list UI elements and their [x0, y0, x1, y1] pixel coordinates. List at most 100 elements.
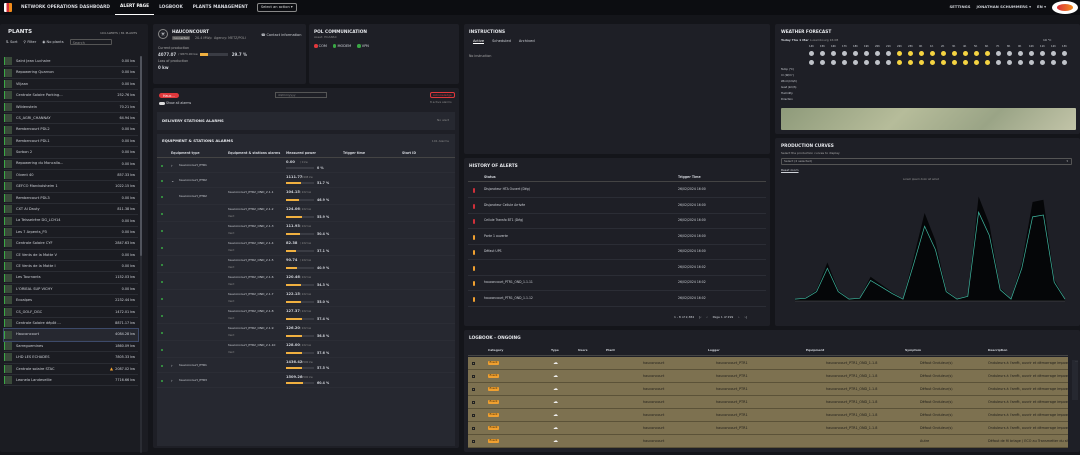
logbook-row[interactable]: Event ☁ hauconcourt hauconcourt_PTR1 hauconc…	[468, 396, 1068, 409]
plant-list-item[interactable]: Rembercourt PDL1 0.00 kw	[4, 136, 138, 148]
plant-list-item[interactable]: CE Vents de la Motte I 0.00 kw	[4, 261, 138, 273]
col-category[interactable]: Category	[488, 348, 504, 352]
logbook-row[interactable]: Event ☁ hauconcourt hauconcourt_PTR1 hauconc…	[468, 370, 1068, 383]
expand-row-icon[interactable]: ›	[171, 362, 173, 368]
no-plants-toggle[interactable]: ◉ No plants	[42, 39, 64, 44]
equipment-alarm-row[interactable]: hauconcourt_PTR2_OND_2.1.9 Vent 126.20/ 22…	[157, 324, 455, 341]
nav-tab-dashboard[interactable]: NETWORK OPERATIONS DASHBOARD	[21, 4, 110, 10]
logbook-side-tab[interactable]: ⋮	[1072, 360, 1078, 400]
production-chart[interactable]	[781, 183, 1072, 323]
col-users[interactable]: Users	[578, 348, 588, 352]
col-measured-power[interactable]: Measured power	[286, 151, 316, 155]
plant-list-item[interactable]: CS_GOLF_DGC 1472.01 kw	[4, 307, 138, 318]
plant-list-item[interactable]: Viljaan 0.00 kw	[4, 79, 138, 91]
plant-toggle-chip[interactable]: Hauc…	[159, 93, 179, 99]
col-equipment-type[interactable]: Equipment type	[171, 151, 200, 155]
col-trigger-time[interactable]: Trigger time	[343, 151, 365, 155]
col-start-id[interactable]: Start ID	[402, 151, 417, 155]
plant-list-item[interactable]: CXT Al Dauty 811.38 kw	[4, 204, 138, 216]
history-alert-row[interactable]: Défaut UPS 26/02/2024 16:00	[468, 245, 766, 260]
pager-first[interactable]: |‹	[699, 315, 702, 319]
row-checkbox[interactable]	[472, 439, 475, 443]
col-status[interactable]: Status	[484, 175, 496, 179]
date-range-input[interactable]: dd/mm/yyyy	[275, 92, 327, 98]
tab-scheduled[interactable]: Scheduled	[492, 39, 511, 43]
logbook-row[interactable]: Event ☁ hauconcourt hauconcourt_PTR1 hauconc…	[468, 383, 1068, 396]
plant-list-item[interactable]: Rembercourt PDL3 0.00 kw	[4, 193, 138, 205]
expand-row-icon[interactable]: ⌄	[171, 177, 175, 183]
plant-list-item[interactable]: CE Vents de la Motte V 0.00 kw	[4, 250, 138, 262]
plant-list-scrollbar[interactable]	[140, 56, 142, 453]
pager-last[interactable]: ›|	[744, 315, 747, 319]
plant-list-item[interactable]: Sorbon 2 0.00 kw	[4, 147, 138, 159]
expand-row-icon[interactable]: ›	[171, 377, 173, 383]
plant-list-item[interactable]: Wildenstein 70.21 kw	[4, 102, 138, 113]
history-alert-row[interactable]: Porte 1 ouverte 26/02/2024 16:00	[468, 230, 766, 245]
plant-list-item[interactable]: La Teisseirère DG_LCH14 0.00 kw	[4, 215, 138, 227]
plant-list-item[interactable]: GEFCO Marckolsheim 1 1022.15 kw	[4, 181, 138, 193]
col-description[interactable]: Description	[988, 348, 1008, 352]
row-checkbox[interactable]	[472, 374, 475, 378]
select-action-dropdown[interactable]: Select an action ▾	[256, 3, 297, 12]
row-checkbox[interactable]	[472, 413, 475, 417]
plant-list-item[interactable]: Les Tournants 1152.03 kw	[4, 272, 138, 284]
tab-archived[interactable]: Archived	[518, 39, 535, 43]
plant-list-item[interactable]: Ecoalpes 2232.44 kw	[4, 295, 138, 307]
language-selector[interactable]: EN ▾	[1036, 4, 1046, 10]
equipment-alarm-row[interactable]: hauconcourt_PTR2_OND_2.1.2 Vent 124.06/ 22…	[157, 205, 455, 222]
equipment-alarm-row[interactable]: hauconcourt_PTR2 hauconcourt_PTR2_OND_2.1…	[157, 188, 455, 205]
logbook-row[interactable]: Event ☁ hauconcourt Autre Défaut de fil brla…	[468, 435, 1068, 448]
equipment-alarm-row[interactable]: hauconcourt_PTR2_OND_2.1.3 Vent 111.93/ 22…	[157, 222, 455, 239]
contact-info-link[interactable]: ☎ Contact information	[261, 33, 302, 37]
plant-list-item[interactable]: Leonela Landevellie 7716.66 kw	[4, 375, 138, 387]
logbook-row[interactable]: Event ☁ hauconcourt hauconcourt_PTR1 hauconc…	[468, 357, 1068, 370]
settings-link[interactable]: SETTINGS	[949, 4, 971, 10]
col-equipment[interactable]: Equipment	[806, 348, 825, 352]
acknowledge-button[interactable]: Acknowledge	[430, 92, 455, 99]
plant-list-item[interactable]: LHD LES ECHADES 7805.33 kw	[4, 352, 138, 364]
plant-list-item[interactable]: Centrale Solaire Parking... 252.76 kw	[4, 90, 138, 102]
show-all-alarms-toggle[interactable]: Show all alarms	[159, 101, 191, 105]
pager-prev[interactable]: ‹	[706, 315, 708, 319]
row-checkbox[interactable]	[472, 387, 475, 391]
history-alert-row[interactable]: hauconcourt_PTR1_OND_1.1.11 26/02/2024 16…	[468, 276, 766, 291]
equipment-alarm-row[interactable]: › hauconcourt_PTR3 1509.26/ 2500 kw 60.4 %	[157, 373, 455, 388]
equipment-alarm-row[interactable]: hauconcourt_PTR2_OND_2.1.4 Vent 82.38/ 222…	[157, 239, 455, 256]
col-plant[interactable]: Plant	[606, 348, 615, 352]
equipment-alarm-row[interactable]: hauconcourt_PTR2_OND_2.1.6 Vent 120.46/ 22…	[157, 273, 455, 290]
logbook-row[interactable]: Event ☁ hauconcourt hauconcourt_PTR1 hauconc…	[468, 409, 1068, 422]
plant-list-item[interactable]: L'ORIEAL SUP VICHY 0.00 kw	[4, 284, 138, 296]
nav-tab-plants-management[interactable]: PLANTS MANAGEMENT	[192, 4, 248, 10]
plant-search-input[interactable]: Search	[69, 39, 112, 45]
nav-tab-alert-page[interactable]: ALERT PAGE	[115, 0, 155, 15]
plant-list-item[interactable]: Olvent 40 857.33 kw	[4, 170, 138, 182]
plant-list-item[interactable]: Repowering du Moncalla... 0.00 kw	[4, 159, 138, 170]
plant-list-item[interactable]: Sarreguemines 1860.09 kw	[4, 341, 138, 353]
plant-list-item[interactable]: Saint Jean Luchaire 0.00 kw	[4, 56, 138, 68]
row-checkbox[interactable]	[472, 426, 475, 430]
curve-select-dropdown[interactable]: Select (2 selected) ▾	[781, 158, 1072, 165]
equipment-alarm-row[interactable]: › hauconcourt_PTR1 0.00 / 0 kw 0 %	[157, 158, 455, 173]
history-alert-row[interactable]: Disjoncteur HTA Ouvert (Dég) 26/02/2024 1…	[468, 183, 766, 198]
equipment-alarm-row[interactable]: ⌄ hauconcourt_PTR2 1111.77/ 1998 kw 51.7 %	[157, 173, 455, 188]
history-alert-row[interactable]: Cellule Transfo BT1 (Dég) 26/02/2024 16:0…	[468, 214, 766, 229]
equipment-alarm-row[interactable]: hauconcourt_PTR2_OND_2.1.10 Vent 128.00/ 2…	[157, 341, 455, 358]
weather-map[interactable]	[781, 108, 1076, 130]
tab-active[interactable]: Active	[473, 39, 485, 45]
equipment-alarm-row[interactable]: hauconcourt_PTR2_OND_2.1.8 Vent 127.37/ 22…	[157, 307, 455, 324]
history-alert-row[interactable]: 26/02/2024 16:02	[468, 261, 766, 276]
col-type[interactable]: Type	[551, 348, 559, 352]
plant-list-item[interactable]: Centrale Solaire dépôt ... 8871.17 kw	[4, 318, 138, 330]
plant-list-item[interactable]: Centrale solaire STAC ▲ 2087.02 kw	[4, 364, 138, 375]
row-checkbox[interactable]	[472, 361, 475, 365]
reset-zoom-button[interactable]: Reset zoom	[781, 168, 799, 172]
history-alert-row[interactable]: Disjoncteur Cellule Arrivée 26/02/2024 16…	[468, 199, 766, 214]
col-symptom[interactable]: Symptom	[905, 348, 922, 352]
logbook-row[interactable]: Event ☁ hauconcourt hauconcourt_PTR1 hauconc…	[468, 422, 1068, 435]
user-menu[interactable]: JONATHAN SCHUMMERS ▾	[976, 4, 1031, 10]
plant-list-item[interactable]: CS_AGRI_CHANNAY 64.94 kw	[4, 113, 138, 125]
col-logger[interactable]: Logger	[708, 348, 720, 352]
history-alert-row[interactable]: hauconcourt_PTR1_OND_1.1.12 26/02/2024 16…	[468, 292, 766, 307]
col-trigger-time[interactable]: Trigger Time	[678, 175, 701, 179]
expand-row-icon[interactable]: ›	[171, 162, 173, 168]
